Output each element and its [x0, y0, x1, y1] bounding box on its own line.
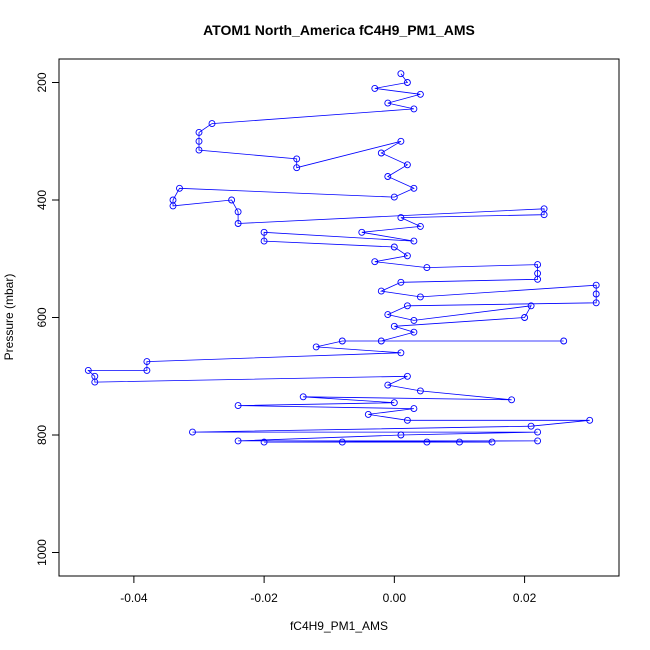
data-point	[260, 237, 268, 245]
data-point	[423, 438, 431, 446]
data-point	[358, 228, 366, 236]
x-axis-label: fC4H9_PM1_AMS	[290, 619, 388, 633]
data-point	[397, 137, 405, 145]
data-point	[488, 438, 496, 446]
data-point	[299, 393, 307, 401]
data-point	[456, 438, 463, 446]
data-point	[293, 155, 301, 163]
y-axis-label: Pressure (mbar)	[2, 274, 16, 361]
data-point	[377, 337, 385, 345]
data-point	[540, 211, 548, 219]
data-point	[195, 137, 203, 145]
data-point	[403, 161, 411, 169]
data-point	[410, 184, 418, 192]
data-point	[195, 146, 203, 154]
x-tick-label: -0.04	[120, 591, 148, 605]
data-point	[534, 261, 542, 269]
data-point	[586, 416, 594, 424]
data-point	[508, 396, 516, 404]
data-point	[384, 99, 392, 107]
data-point	[208, 120, 216, 128]
data-point	[195, 128, 203, 136]
data-point	[397, 349, 405, 357]
data-point	[312, 343, 320, 351]
data-point	[169, 202, 177, 210]
data-point	[560, 337, 568, 345]
data-point	[410, 316, 418, 324]
x-tick-label: -0.02	[250, 591, 278, 605]
series-line	[87, 73, 597, 443]
data-point	[390, 399, 398, 407]
data-point	[592, 281, 600, 289]
data-point	[176, 184, 183, 192]
data-point	[416, 90, 424, 98]
series-layer	[84, 70, 600, 446]
data-point	[371, 258, 379, 266]
data-point	[592, 290, 600, 298]
data-point	[592, 299, 600, 307]
data-point	[534, 428, 542, 436]
data-point	[527, 422, 535, 430]
data-point	[338, 438, 346, 446]
data-point	[410, 405, 418, 413]
data-point	[403, 252, 411, 260]
data-point	[403, 79, 411, 86]
data-point	[534, 275, 542, 283]
x-axis: -0.04 -0.02 0.00 0.02	[120, 575, 537, 605]
data-point	[416, 293, 424, 301]
data-point	[371, 84, 379, 92]
data-point	[397, 70, 405, 78]
data-point	[397, 278, 405, 286]
data-point	[377, 287, 385, 295]
y-tick-label: 400	[35, 190, 49, 210]
data-point	[410, 105, 418, 113]
data-point	[143, 366, 151, 374]
data-point	[534, 437, 542, 445]
data-point	[403, 416, 411, 424]
data-point	[234, 220, 242, 227]
data-point	[377, 149, 385, 157]
y-axis: 200 400 600 800 1000	[35, 72, 60, 566]
data-point	[410, 328, 418, 336]
data-point	[234, 437, 242, 445]
y-tick-label: 1000	[35, 539, 49, 566]
data-point	[390, 193, 398, 201]
data-point	[143, 358, 151, 366]
data-point	[84, 366, 92, 374]
data-point	[384, 311, 392, 319]
data-point	[91, 378, 99, 386]
data-point	[397, 431, 405, 439]
data-point	[521, 314, 529, 321]
data-point	[228, 196, 236, 204]
data-point	[390, 322, 398, 330]
x-tick-label: 0.00	[383, 591, 407, 605]
data-point	[410, 237, 418, 245]
data-point	[260, 438, 268, 446]
data-point	[384, 381, 392, 389]
data-point	[416, 222, 424, 230]
data-point	[397, 214, 405, 222]
data-point	[260, 228, 268, 236]
data-point	[364, 410, 372, 418]
y-tick-label: 800	[35, 425, 49, 445]
data-point	[403, 302, 411, 310]
y-tick-label: 600	[35, 307, 49, 327]
data-point	[338, 337, 346, 345]
data-point	[293, 164, 301, 172]
chart-title: ATOM1 North_America fC4H9_PM1_AMS	[203, 22, 475, 38]
data-point	[189, 428, 196, 436]
x-tick-label: 0.02	[513, 591, 537, 605]
data-point	[384, 173, 392, 180]
data-point	[234, 402, 242, 410]
data-point	[416, 387, 424, 395]
y-tick-label: 200	[35, 72, 49, 92]
data-point	[234, 208, 242, 216]
data-point	[423, 264, 431, 272]
data-point	[403, 372, 411, 380]
data-point	[390, 243, 398, 251]
data-point	[527, 302, 535, 310]
